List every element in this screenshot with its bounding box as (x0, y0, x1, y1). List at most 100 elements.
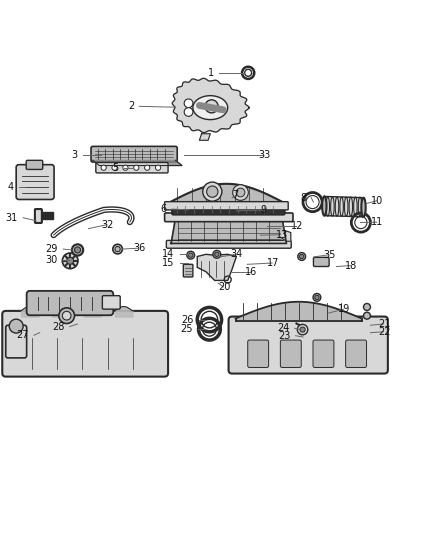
Circle shape (115, 246, 120, 252)
Circle shape (213, 251, 221, 258)
Circle shape (155, 165, 161, 171)
Circle shape (9, 319, 23, 333)
Ellipse shape (193, 96, 228, 119)
FancyBboxPatch shape (346, 340, 367, 367)
Text: 33: 33 (258, 150, 270, 160)
Text: 14: 14 (162, 249, 175, 260)
FancyBboxPatch shape (6, 325, 27, 358)
Circle shape (59, 308, 74, 324)
Text: 16: 16 (245, 267, 258, 277)
Text: 34: 34 (231, 249, 243, 260)
FancyBboxPatch shape (16, 165, 54, 199)
Circle shape (184, 108, 193, 116)
Text: 23: 23 (278, 330, 290, 341)
FancyBboxPatch shape (229, 317, 388, 374)
Circle shape (123, 165, 128, 171)
FancyBboxPatch shape (96, 163, 168, 173)
Text: 20: 20 (218, 282, 230, 292)
FancyBboxPatch shape (280, 340, 301, 367)
Text: 11: 11 (371, 217, 384, 227)
Text: 15: 15 (162, 258, 175, 268)
FancyBboxPatch shape (313, 340, 334, 367)
Text: 32: 32 (102, 220, 114, 230)
FancyBboxPatch shape (91, 147, 177, 162)
Circle shape (207, 186, 218, 197)
Circle shape (113, 244, 122, 254)
Circle shape (62, 311, 71, 320)
FancyBboxPatch shape (248, 340, 268, 367)
Text: 18: 18 (345, 261, 357, 271)
Text: 19: 19 (338, 304, 350, 314)
Text: 2: 2 (128, 101, 134, 111)
Text: 28: 28 (52, 321, 64, 332)
FancyBboxPatch shape (165, 213, 293, 222)
Polygon shape (197, 254, 237, 280)
Polygon shape (171, 218, 286, 244)
Text: 35: 35 (323, 250, 336, 260)
Circle shape (134, 165, 139, 171)
Circle shape (74, 247, 81, 253)
Circle shape (300, 327, 305, 332)
Polygon shape (39, 212, 53, 220)
Circle shape (313, 294, 321, 301)
Circle shape (101, 165, 106, 171)
Circle shape (236, 188, 245, 197)
FancyBboxPatch shape (166, 240, 291, 248)
Text: 7: 7 (232, 190, 238, 200)
Ellipse shape (361, 198, 366, 217)
Circle shape (203, 182, 222, 201)
FancyBboxPatch shape (26, 160, 43, 169)
Text: 9: 9 (260, 205, 266, 215)
FancyBboxPatch shape (314, 257, 329, 266)
FancyBboxPatch shape (2, 311, 168, 377)
Circle shape (62, 253, 78, 269)
Text: 30: 30 (45, 255, 57, 265)
Text: 36: 36 (133, 243, 145, 253)
Circle shape (300, 254, 304, 259)
Text: 29: 29 (46, 244, 58, 254)
Polygon shape (280, 230, 291, 241)
Text: 31: 31 (6, 213, 18, 223)
Text: 25: 25 (180, 324, 193, 334)
FancyBboxPatch shape (35, 209, 42, 223)
Polygon shape (172, 78, 249, 133)
Text: 24: 24 (277, 324, 290, 333)
Text: 21: 21 (378, 319, 391, 329)
Circle shape (298, 253, 306, 261)
Text: 22: 22 (378, 327, 391, 337)
Circle shape (364, 312, 371, 319)
Circle shape (72, 244, 83, 256)
Circle shape (233, 184, 248, 200)
Circle shape (67, 257, 74, 264)
Text: 5: 5 (113, 163, 119, 173)
Circle shape (112, 165, 117, 171)
FancyBboxPatch shape (172, 204, 285, 215)
Polygon shape (168, 184, 285, 206)
Text: 13: 13 (276, 230, 288, 240)
Ellipse shape (205, 100, 218, 113)
Text: 12: 12 (291, 221, 303, 231)
Circle shape (184, 99, 193, 108)
FancyBboxPatch shape (165, 201, 288, 210)
Circle shape (364, 303, 371, 310)
Circle shape (297, 325, 308, 335)
Text: 1: 1 (208, 68, 214, 78)
Circle shape (188, 253, 193, 257)
Text: 6: 6 (161, 204, 167, 214)
FancyBboxPatch shape (184, 264, 193, 277)
Circle shape (315, 295, 319, 300)
Text: 17: 17 (267, 258, 279, 268)
FancyBboxPatch shape (27, 291, 113, 315)
Text: 10: 10 (371, 196, 384, 206)
Polygon shape (199, 134, 210, 140)
Text: 3: 3 (71, 150, 78, 160)
FancyBboxPatch shape (102, 296, 120, 309)
Polygon shape (324, 197, 364, 217)
Text: 26: 26 (181, 314, 194, 325)
Circle shape (187, 251, 194, 259)
Polygon shape (93, 160, 182, 166)
Text: 4: 4 (7, 182, 14, 192)
Text: 8: 8 (300, 193, 306, 203)
Circle shape (145, 165, 150, 171)
Ellipse shape (322, 197, 326, 215)
